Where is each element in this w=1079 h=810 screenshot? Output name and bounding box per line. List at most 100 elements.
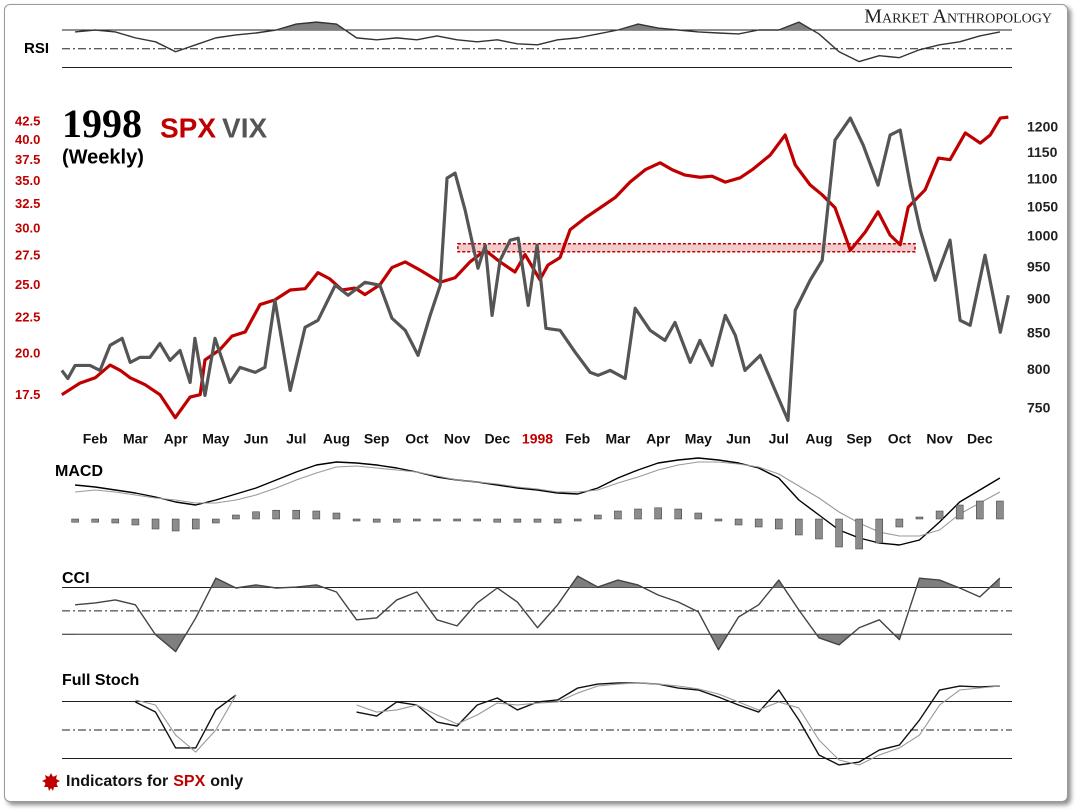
histogram-bar	[252, 511, 260, 520]
y2-tick-label: 1200	[1027, 119, 1058, 135]
x-tick-label: Apr	[646, 431, 671, 447]
panel-title: RSI	[24, 40, 49, 57]
y2-tick-label: 1050	[1027, 198, 1058, 214]
series-line	[135, 682, 1000, 766]
chart-subtitle: (Weekly)	[62, 146, 144, 168]
histogram-bar	[895, 518, 904, 528]
y2-tick-label: 850	[1027, 325, 1051, 341]
x-tick-label: Jun	[726, 431, 751, 447]
histogram-bar	[272, 509, 280, 520]
histogram-bar	[815, 518, 823, 540]
x-tick-label: May	[202, 431, 229, 447]
y-tick-label: 17.5	[15, 387, 40, 402]
histogram-bar	[131, 518, 140, 526]
histogram-bar	[151, 518, 160, 530]
x-tick-label: Mar	[605, 431, 630, 447]
histogram-bar	[352, 518, 361, 522]
legend-label: SPX	[160, 112, 216, 143]
x-tick-label: Aug	[805, 431, 832, 447]
x-tick-label: Oct	[888, 431, 912, 447]
fill-area	[75, 22, 1000, 30]
histogram-bar	[634, 508, 642, 520]
histogram-bar	[573, 518, 582, 522]
histogram-bar	[372, 518, 381, 523]
x-tick-label: Feb	[565, 431, 590, 447]
panel: CCI	[62, 570, 1012, 653]
histogram-bar	[594, 514, 602, 520]
y-tick-label: 35.0	[15, 173, 40, 188]
y2-tick-label: 900	[1027, 291, 1051, 307]
x-tick-label: Nov	[926, 431, 953, 447]
footer: Indicators for SPX only	[66, 773, 243, 790]
histogram-bar	[433, 518, 441, 522]
fill-area	[75, 634, 1000, 652]
y-tick-label: 25.0	[15, 277, 40, 292]
histogram-bar	[835, 518, 843, 548]
histogram-bar	[533, 518, 542, 523]
histogram-bar	[754, 518, 763, 528]
panel-title: Full Stoch	[62, 672, 139, 689]
x-tick-label: Sep	[846, 431, 872, 447]
y-tick-label: 22.5	[15, 309, 40, 324]
series-line	[75, 457, 1001, 546]
y-tick-label: 37.5	[15, 152, 40, 167]
x-tick-label: 1998	[522, 431, 553, 447]
x-tick-label: Apr	[164, 431, 189, 447]
histogram-bar	[413, 518, 421, 522]
y2-tick-label: 1150	[1027, 144, 1058, 160]
histogram-bar	[935, 510, 944, 520]
y-tick-label: 32.5	[15, 196, 40, 211]
histogram-bar	[232, 514, 240, 520]
y-tick-label: 20.0	[15, 346, 40, 361]
brand: Market Anthropology	[864, 6, 1052, 28]
y2-tick-label: 1100	[1027, 171, 1058, 187]
reference-band	[457, 243, 916, 253]
x-tick-label: Jul	[286, 431, 306, 447]
x-tick-label: Oct	[405, 431, 429, 447]
y2-tick-label: 950	[1027, 258, 1051, 274]
histogram-bar	[393, 518, 401, 523]
histogram-bar	[694, 512, 703, 520]
histogram-bar	[493, 518, 502, 523]
histogram-bar	[996, 500, 1004, 520]
x-tick-label: Dec	[484, 431, 510, 447]
footer-text: only	[210, 773, 243, 790]
y-tick-label: 42.5	[15, 113, 40, 128]
chart-title: 1998	[62, 101, 142, 146]
histogram-bar	[91, 518, 99, 523]
histogram-bar	[453, 518, 461, 522]
histogram-bar	[191, 518, 200, 530]
series-line	[75, 461, 1001, 537]
histogram-bar	[332, 512, 341, 520]
histogram-bar	[915, 516, 924, 520]
x-tick-label: Jul	[769, 431, 789, 447]
panel-title: MACD	[55, 463, 103, 480]
footer-text: Indicators for	[66, 773, 168, 790]
y2-tick-label: 1000	[1027, 228, 1058, 244]
panel: Full Stoch	[62, 672, 1012, 766]
series-line	[135, 682, 1000, 766]
x-tick-label: Nov	[444, 431, 471, 447]
histogram-bar	[111, 518, 120, 524]
histogram-bar	[674, 508, 682, 520]
histogram-bar	[473, 518, 481, 522]
histogram-bar	[654, 507, 662, 520]
x-tick-label: May	[685, 431, 712, 447]
panel: RSI	[24, 21, 1012, 68]
y2-tick-label: 800	[1027, 361, 1051, 377]
y2-tick-label: 750	[1027, 400, 1051, 416]
histogram-bar	[795, 518, 803, 536]
histogram-bar	[714, 518, 723, 522]
histogram-bar	[955, 504, 964, 520]
histogram-bar	[553, 518, 562, 524]
histogram-bar	[212, 518, 220, 524]
series-line	[60, 116, 1010, 422]
footer-highlight: SPX	[173, 773, 205, 790]
histogram-bar	[513, 518, 522, 523]
histogram-bar	[775, 518, 783, 530]
panel-title: CCI	[62, 570, 90, 587]
histogram-bar	[855, 518, 863, 550]
x-tick-label: Dec	[967, 431, 993, 447]
